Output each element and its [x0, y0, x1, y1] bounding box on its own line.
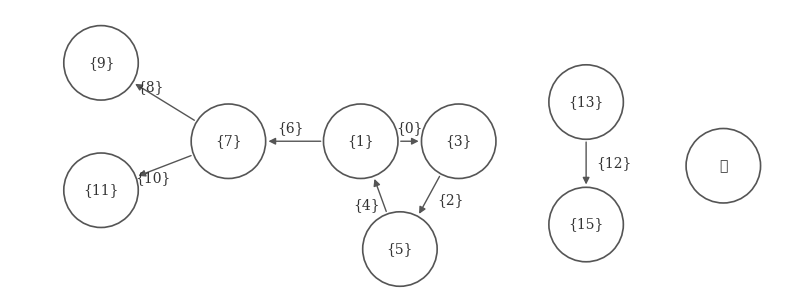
Circle shape [686, 129, 760, 203]
Text: {6}: {6} [277, 121, 303, 136]
Text: {10}: {10} [135, 171, 170, 185]
Text: {2}: {2} [438, 193, 464, 207]
Text: {13}: {13} [569, 95, 604, 109]
Circle shape [363, 212, 437, 286]
Text: {1}: {1} [348, 134, 374, 148]
Circle shape [323, 104, 398, 178]
Text: {0}: {0} [397, 121, 423, 136]
Text: {4}: {4} [353, 198, 380, 212]
Text: {11}: {11} [83, 183, 119, 197]
Text: {7}: {7} [215, 134, 242, 148]
Text: {15}: {15} [569, 218, 604, 232]
Text: {9}: {9} [88, 56, 114, 70]
Text: {12}: {12} [596, 156, 631, 170]
Circle shape [64, 153, 139, 227]
Circle shape [549, 65, 623, 139]
Text: {5}: {5} [386, 242, 413, 256]
Circle shape [421, 104, 496, 178]
Text: ∅: ∅ [719, 159, 728, 173]
Circle shape [549, 187, 623, 262]
Circle shape [191, 104, 265, 178]
Circle shape [64, 26, 139, 100]
Text: {3}: {3} [445, 134, 472, 148]
Text: {8}: {8} [137, 80, 163, 94]
